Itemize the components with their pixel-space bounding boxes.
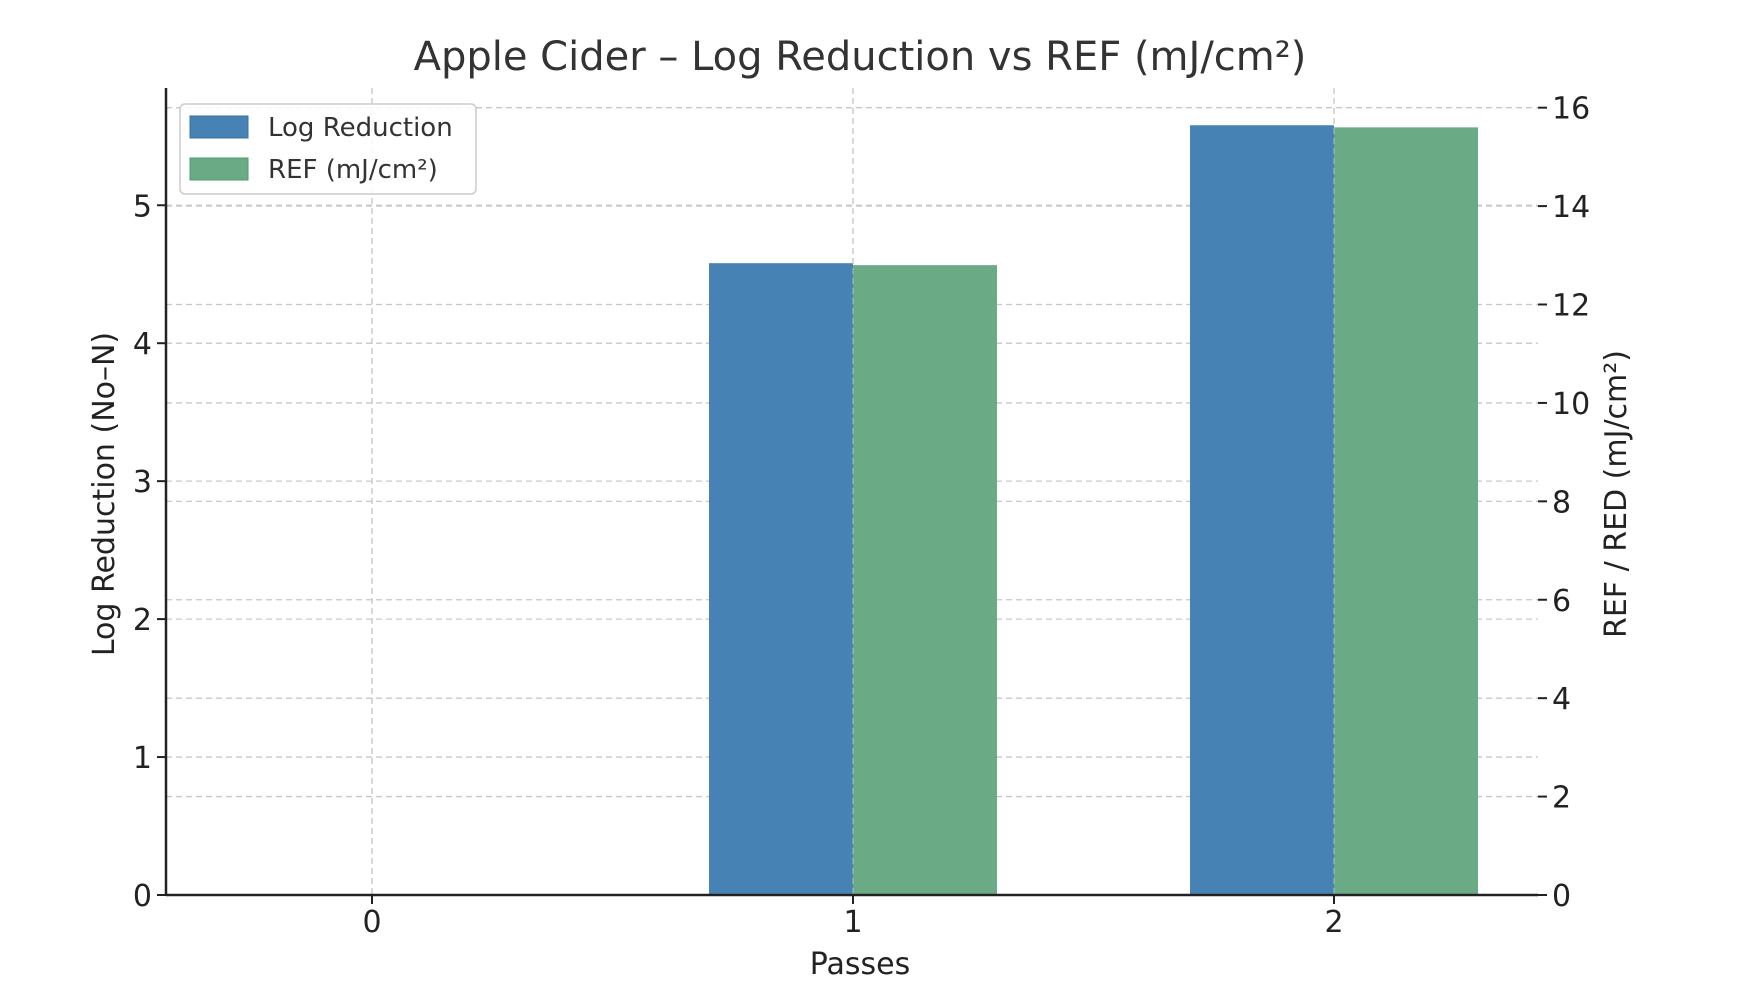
right-tick-label-16: 16 [1552,92,1590,127]
bar-ref-2 [1334,127,1478,896]
y-axis-label: Log Reduction (No–N) [87,332,122,656]
right-tick-label-6: 6 [1552,584,1571,619]
left-tick-label-4: 4 [133,327,152,362]
x-tick-label-1: 1 [843,905,862,940]
right-tick-label-12: 12 [1552,289,1590,324]
x-tick-label-2: 2 [1324,905,1343,940]
right-tick-label-10: 10 [1552,387,1590,422]
bar-log-reduction-2 [1190,125,1334,895]
bar-ref-1 [853,265,997,895]
left-tick-label-0: 0 [133,879,152,914]
right-tick-label-14: 14 [1552,190,1590,225]
legend-box [179,103,477,195]
legend-swatch-ref [189,157,249,181]
left-tick-label-2: 2 [133,603,152,638]
bars-layer [371,88,1478,896]
bar-log-reduction-1 [709,263,853,895]
y2-axis-label: REF / RED (mJ/cm²) [1599,350,1634,638]
right-tick-label-2: 2 [1552,781,1571,816]
right-tick-label-0: 0 [1552,879,1571,914]
left-tick-label-5: 5 [133,189,152,224]
x-axis-label: Passes [810,947,910,982]
x-tick-label-0: 0 [362,905,381,940]
right-tick-label-4: 4 [1552,682,1571,717]
chart-title: Apple Cider – Log Reduction vs REF (mJ/c… [414,34,1307,80]
left-tick-label-1: 1 [133,741,152,776]
left-tick-label-3: 3 [133,465,152,500]
right-tick-label-8: 8 [1552,485,1571,520]
legend-label-ref: REF (mJ/cm²) [268,155,438,185]
legend: Log Reduction REF (mJ/cm²) [179,103,477,195]
legend-label-log-reduction: Log Reduction [268,113,453,143]
legend-swatch-log-reduction [189,115,249,139]
